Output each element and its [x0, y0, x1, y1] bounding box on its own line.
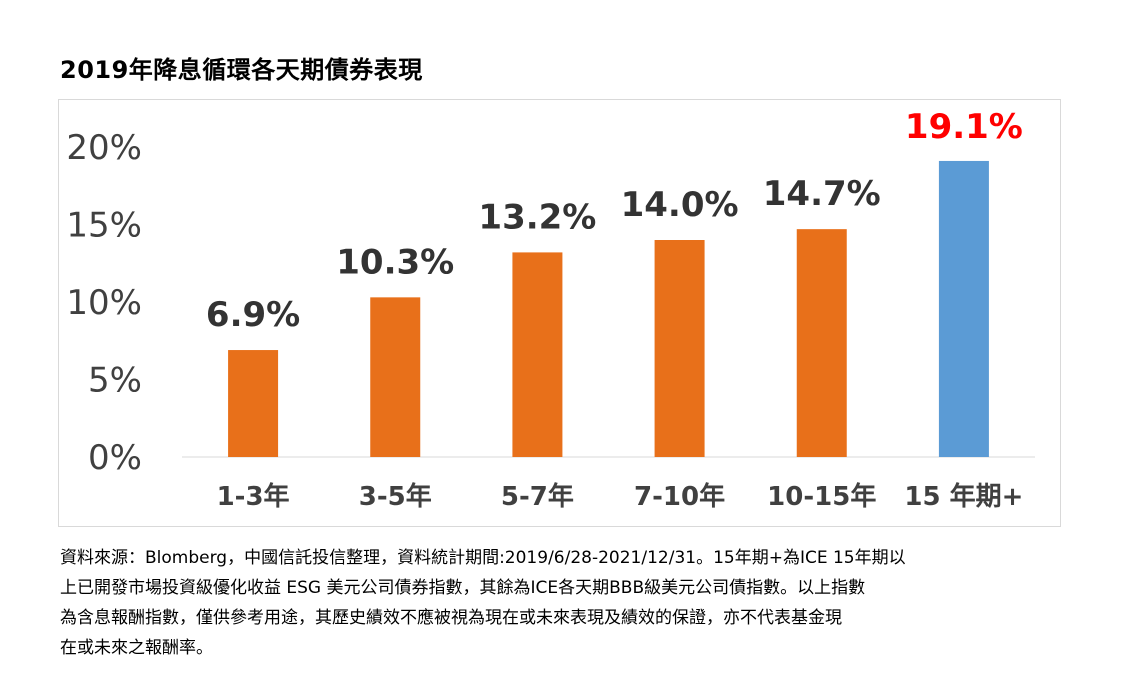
chart-title: 2019年降息循環各天期債券表現 [60, 56, 423, 84]
y-tick-label: 15% [66, 206, 142, 246]
x-tick-label: 7-10年 [634, 481, 725, 512]
data-label: 14.0% [621, 185, 739, 225]
y-tick-label: 0% [88, 438, 142, 478]
data-label: 6.9% [206, 295, 300, 335]
footnote: 資料來源：Blomberg，中國信託投信整理，資料統計期間:2019/6/28-… [60, 543, 1100, 663]
bar [796, 229, 847, 457]
bar [654, 240, 705, 457]
chart-frame [58, 99, 1061, 527]
x-tick-label: 3-5年 [359, 481, 432, 512]
x-tick-label: 15 年期+ [904, 481, 1023, 512]
footnote-line-3: 為含息報酬指數，僅供參考用途，其歷史績效不應被視為現在或未來表現及績效的保證，亦… [60, 608, 842, 628]
data-label: 19.1% [905, 107, 1023, 147]
y-tick-label: 20% [66, 128, 142, 168]
bar [370, 297, 421, 457]
y-tick-label: 10% [66, 283, 142, 323]
x-tick-label: 5-7年 [501, 481, 574, 512]
bar [938, 160, 989, 457]
footnote-line-4: 在或未來之報酬率。 [60, 638, 213, 658]
x-tick-label: 1-3年 [217, 481, 290, 512]
data-label: 14.7% [763, 174, 881, 214]
y-tick-label: 5% [88, 361, 142, 401]
bar [228, 350, 279, 457]
data-label: 10.3% [336, 242, 454, 282]
bar-chart: 0% 5% 10% 15% 20% 6.9% 1-3年 10.3% 3-5年 13.2% 5-7年 1… [66, 107, 1035, 512]
data-label: 13.2% [478, 197, 596, 237]
x-tick-label: 10-15年 [767, 481, 876, 512]
footnote-line-1: 資料來源：Blomberg，中國信託投信整理，資料統計期間:2019/6/28-… [60, 548, 906, 568]
footnote-line-2: 上已開發市場投資級優化收益 ESG 美元公司債券指數，其餘為ICE各天期BBB級… [60, 578, 866, 598]
bar [512, 252, 563, 457]
